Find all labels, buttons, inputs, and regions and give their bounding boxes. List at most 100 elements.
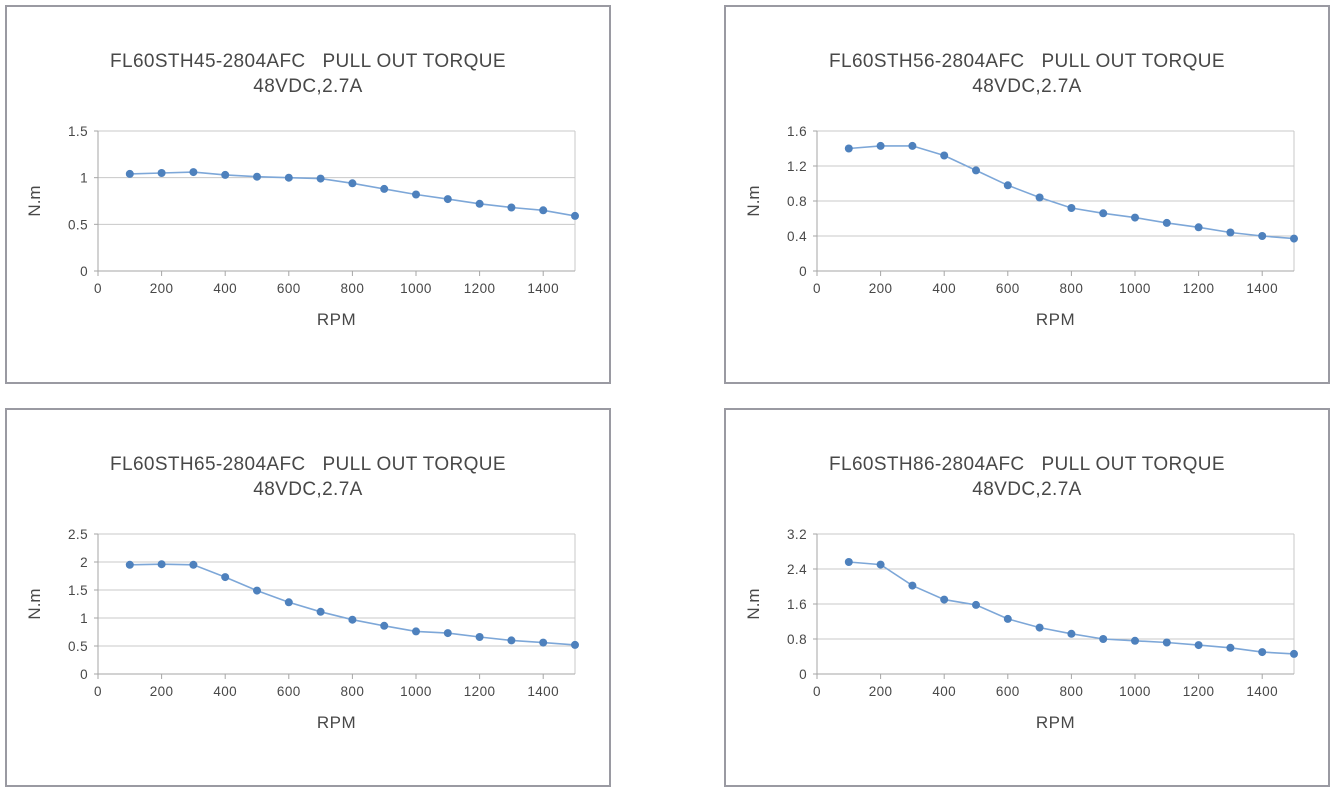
x-tick-label: 1000: [1119, 281, 1151, 296]
x-tick-label: 600: [996, 281, 1020, 296]
y-tick-label: 0.5: [68, 639, 88, 654]
x-tick-label: 0: [813, 684, 821, 699]
chart-subtitle: 48VDC,2.7A: [972, 76, 1082, 97]
x-tick-label: 200: [869, 281, 893, 296]
y-tick-label: 1.6: [787, 597, 807, 612]
data-point: [443, 629, 452, 638]
data-point: [1067, 629, 1076, 638]
x-axis-label: RPM: [316, 713, 357, 732]
data-point: [1162, 218, 1171, 227]
chart-title: FL60STH56-2804AFC PULL OUT TORQUE: [829, 51, 1225, 72]
x-axis-label: RPM: [316, 310, 357, 329]
x-tick-label: 800: [1060, 281, 1084, 296]
data-point: [908, 141, 917, 150]
axes: [94, 130, 575, 276]
y-tick-label: 2.5: [68, 527, 88, 542]
tick-labels: 0 0.5 1 1.5 0 200 400 600 800 1000 1200 1400: [68, 124, 559, 296]
y-tick-label: 0.8: [787, 632, 807, 647]
x-tick-label: 200: [150, 281, 174, 296]
x-axis-label: RPM: [1035, 713, 1076, 732]
data-point: [221, 573, 230, 582]
data-point: [539, 638, 548, 647]
data-point: [940, 595, 949, 604]
data-point: [1099, 635, 1108, 643]
data-point: [380, 621, 389, 630]
data-point: [316, 174, 325, 183]
data-point: [125, 560, 134, 569]
axes: [813, 533, 1294, 679]
data-point: [189, 168, 198, 177]
x-tick-label: 800: [1060, 684, 1084, 699]
data-point: [284, 598, 293, 607]
x-tick-label: 600: [277, 281, 301, 296]
gridlines: [98, 533, 576, 674]
y-tick-label: 1.5: [68, 583, 88, 598]
data-point: [316, 607, 325, 616]
data-point: [1290, 234, 1298, 243]
x-tick-label: 1400: [1246, 684, 1278, 699]
series-line: [848, 561, 1295, 655]
y-tick-label: 1.2: [787, 159, 807, 174]
x-tick-label: 400: [213, 684, 237, 699]
data-point: [157, 169, 166, 177]
data-point: [972, 600, 980, 609]
x-tick-label: 1400: [527, 684, 559, 699]
x-tick-label: 800: [341, 684, 365, 699]
data-point: [412, 627, 420, 636]
series-line: [848, 145, 1295, 240]
y-tick-label: 2.4: [787, 562, 807, 577]
data-point: [1131, 636, 1139, 645]
x-tick-label: 400: [932, 684, 956, 699]
y-tick-label: 0: [799, 264, 807, 279]
data-point: [1258, 232, 1267, 240]
gridlines: [817, 533, 1295, 674]
data-point: [1258, 648, 1267, 657]
data-point: [1035, 193, 1044, 202]
data-point: [1290, 649, 1298, 658]
x-tick-label: 400: [932, 281, 956, 296]
torque-series: [125, 560, 579, 649]
data-point: [507, 636, 516, 645]
chart-panel-fl60sth45: FL60STH45-2804AFC PULL OUT TORQUE 48VDC,…: [5, 5, 611, 384]
data-point: [1194, 641, 1203, 650]
data-point: [1226, 228, 1235, 237]
chart-title: FL60STH86-2804AFC PULL OUT TORQUE: [829, 454, 1225, 475]
x-tick-label: 1200: [1183, 684, 1215, 699]
data-point: [507, 203, 516, 212]
data-point: [876, 141, 885, 150]
y-tick-label: 1.6: [787, 124, 807, 139]
x-tick-label: 1200: [464, 281, 496, 296]
x-tick-label: 1200: [1183, 281, 1215, 296]
chart-panel-fl60sth86: FL60STH86-2804AFC PULL OUT TORQUE 48VDC,…: [724, 408, 1330, 787]
tick-labels: 0 0.4 0.8 1.2 1.6 0 200 400 600 800 1000 1200 1400: [787, 124, 1278, 296]
data-point: [1003, 614, 1012, 623]
data-point: [940, 151, 949, 160]
data-point: [348, 179, 357, 188]
torque-series: [125, 168, 579, 220]
x-tick-label: 1000: [400, 684, 432, 699]
tick-labels: 0 0.8 1.6 2.4 3.2 0 200 400 600 800 1000 1200 1400: [787, 527, 1278, 699]
data-point: [1035, 623, 1044, 632]
y-tick-label: 0: [799, 667, 807, 682]
data-point: [1067, 204, 1076, 212]
data-point: [380, 184, 389, 193]
data-point: [125, 169, 134, 178]
chart-panel-fl60sth65: FL60STH65-2804AFC PULL OUT TORQUE 48VDC,…: [5, 408, 611, 787]
data-point: [284, 173, 293, 182]
data-point: [1162, 638, 1171, 647]
x-tick-label: 600: [277, 684, 301, 699]
x-tick-label: 800: [341, 281, 365, 296]
data-point: [253, 172, 261, 181]
axes: [94, 533, 575, 679]
data-point: [844, 144, 853, 153]
data-point: [189, 560, 198, 569]
torque-curve-chart: 0 0.5 1 1.5 0 200 400 600 800 1000 1200 1400: [68, 124, 579, 296]
axes: [813, 130, 1294, 276]
data-point: [253, 586, 261, 595]
data-point: [1099, 209, 1108, 218]
data-point: [475, 633, 484, 641]
y-tick-label: 1: [80, 171, 88, 186]
data-point: [221, 170, 230, 179]
data-point: [571, 211, 579, 220]
data-point: [844, 558, 853, 566]
